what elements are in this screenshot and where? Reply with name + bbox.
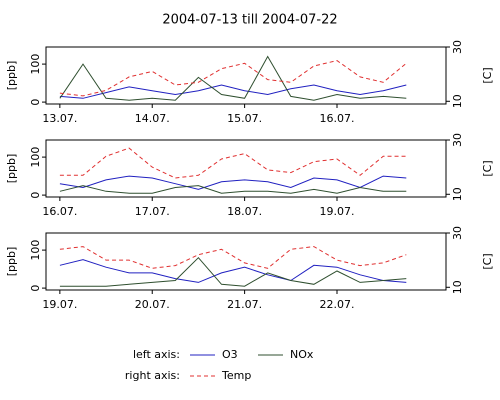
- y-tick-label: 0: [29, 192, 42, 199]
- series-line: [59, 84, 407, 99]
- chart-title: 2004-07-13 till 2004-07-22: [162, 13, 337, 28]
- y2-tick-label: 30: [451, 133, 464, 147]
- y2-tick-label: 10: [451, 280, 464, 294]
- x-tick-label: 16.07.: [319, 112, 354, 125]
- x-tick-label: 19.07.: [319, 205, 354, 218]
- x-tick-label: 21.07.: [227, 298, 262, 311]
- legend-label: NOx: [290, 348, 314, 361]
- legend-label: O3: [222, 348, 238, 361]
- plot-frame: [45, 46, 447, 105]
- series-line: [59, 259, 407, 283]
- plot-frame: [45, 232, 447, 291]
- x-tick-label: 20.07.: [135, 298, 170, 311]
- y-axis-label: [ppb]: [5, 154, 18, 184]
- y2-tick-label: 30: [451, 226, 464, 240]
- series-line: [59, 60, 407, 97]
- legend-label: Temp: [221, 369, 251, 382]
- x-tick-label: 17.07.: [135, 205, 170, 218]
- series-line: [59, 175, 407, 190]
- y2-axis-label: [C]: [481, 253, 494, 269]
- y-axis-label: [ppb]: [5, 61, 18, 91]
- series-line: [59, 185, 407, 194]
- series-line: [59, 147, 407, 179]
- x-tick-label: 16.07.: [42, 205, 77, 218]
- x-tick-label: 14.07.: [135, 112, 170, 125]
- y2-axis-label: [C]: [481, 67, 494, 83]
- x-tick-label: 15.07.: [227, 112, 262, 125]
- x-tick-label: 18.07.: [227, 205, 262, 218]
- x-tick-label: 13.07.: [42, 112, 77, 125]
- plot-frame: [45, 139, 447, 198]
- y-tick-label: 0: [29, 99, 42, 106]
- y-axis-label: [ppb]: [5, 247, 18, 277]
- y2-tick-label: 30: [451, 40, 464, 54]
- series-line: [59, 55, 407, 101]
- legend-right-label: right axis:: [125, 369, 180, 382]
- y2-tick-label: 10: [451, 187, 464, 201]
- series-line: [59, 256, 407, 287]
- series-line: [59, 246, 407, 269]
- y-tick-label: 100: [29, 240, 42, 261]
- y-tick-label: 100: [29, 147, 42, 168]
- y-tick-label: 0: [29, 285, 42, 292]
- legend-left-label: left axis:: [133, 348, 180, 361]
- y-tick-label: 100: [29, 54, 42, 75]
- y2-tick-label: 10: [451, 94, 464, 108]
- x-tick-label: 22.07.: [319, 298, 354, 311]
- y2-axis-label: [C]: [481, 160, 494, 176]
- x-tick-label: 19.07.: [42, 298, 77, 311]
